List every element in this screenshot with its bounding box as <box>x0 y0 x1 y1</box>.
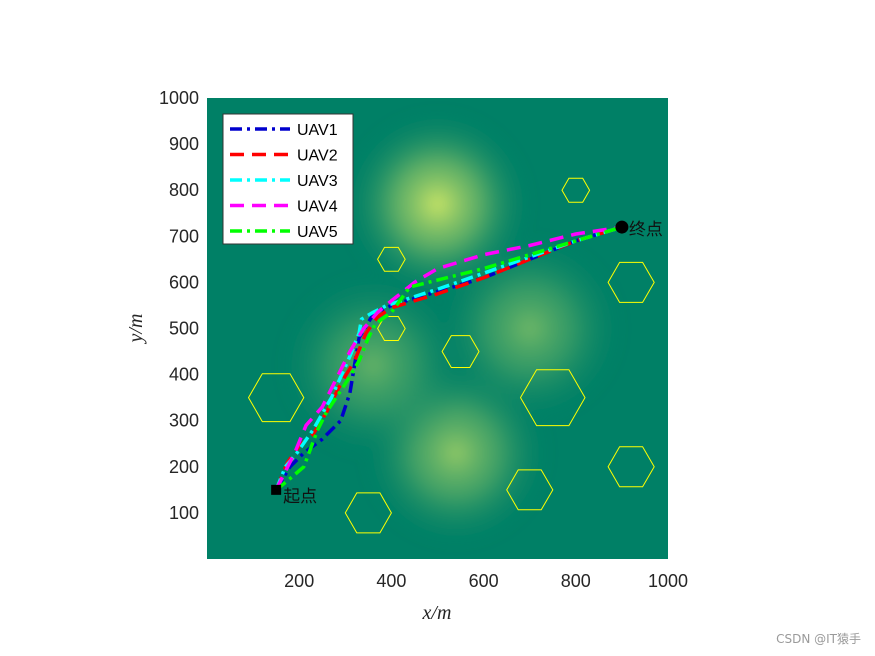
obstacle-group <box>247 177 655 534</box>
obstacle-hexagon <box>607 261 655 303</box>
legend-label: UAV5 <box>297 224 338 241</box>
y-tick-label: 600 <box>169 272 199 292</box>
legend-label: UAV4 <box>297 199 338 216</box>
obstacle-hexagon <box>344 492 392 534</box>
y-tick-label: 100 <box>169 503 199 523</box>
end-label: 终点 <box>629 220 663 240</box>
watermark: CSDN @IT猿手 <box>776 632 861 646</box>
obstacle-hexagon <box>377 316 406 341</box>
y-axis-label: y/m <box>125 314 147 345</box>
y-tick-label: 500 <box>169 319 199 339</box>
marker-group: 起点 终点 <box>271 220 663 507</box>
x-tick-label: 1000 <box>648 571 688 591</box>
series-line-uav3 <box>274 225 623 491</box>
x-tick-label: 200 <box>284 571 314 591</box>
x-tick-label: 600 <box>469 571 499 591</box>
obstacle-hexagon <box>506 469 554 511</box>
terrain-surface <box>277 109 625 548</box>
end-marker <box>615 220 629 234</box>
obstacle-hexagon <box>441 335 480 368</box>
x-axis-ticks: 200 400 600 800 1000 <box>284 571 688 591</box>
terrain-peak <box>434 233 625 424</box>
series-group <box>274 225 623 492</box>
series-line-uav5 <box>275 225 623 492</box>
obstacle-hexagon <box>561 177 591 203</box>
obstacle-hexagon <box>377 246 406 272</box>
start-marker <box>271 484 282 495</box>
y-tick-label: 800 <box>169 180 199 200</box>
x-tick-label: 800 <box>561 571 591 591</box>
legend-label: UAV3 <box>297 173 338 190</box>
obstacle-hexagon <box>519 369 586 427</box>
obstacle-hexagon <box>247 373 305 423</box>
y-tick-label: 300 <box>169 411 199 431</box>
x-tick-label: 400 <box>376 571 406 591</box>
y-tick-label: 700 <box>169 226 199 246</box>
terrain-peak <box>277 270 468 461</box>
x-axis-label: x/m <box>422 602 452 624</box>
legend-label: UAV2 <box>297 148 338 165</box>
y-tick-label: 200 <box>169 457 199 477</box>
y-tick-label: 400 <box>169 365 199 385</box>
y-tick-label: 900 <box>169 134 199 154</box>
y-tick-label: 1000 <box>159 88 199 108</box>
legend-entries: UAV1 UAV2 UAV3 UAV4 UAV5 <box>230 122 338 241</box>
y-axis-ticks: 100 200 300 400 500 600 700 800 900 1000 <box>159 88 199 523</box>
start-label: 起点 <box>283 487 317 507</box>
series-line-uav4 <box>274 225 623 491</box>
legend-label: UAV1 <box>297 122 338 139</box>
legend: UAV1 UAV2 UAV3 UAV4 UAV5 <box>222 113 354 245</box>
obstacle-hexagon <box>607 446 655 488</box>
plot-area: 起点 终点 <box>207 98 668 559</box>
